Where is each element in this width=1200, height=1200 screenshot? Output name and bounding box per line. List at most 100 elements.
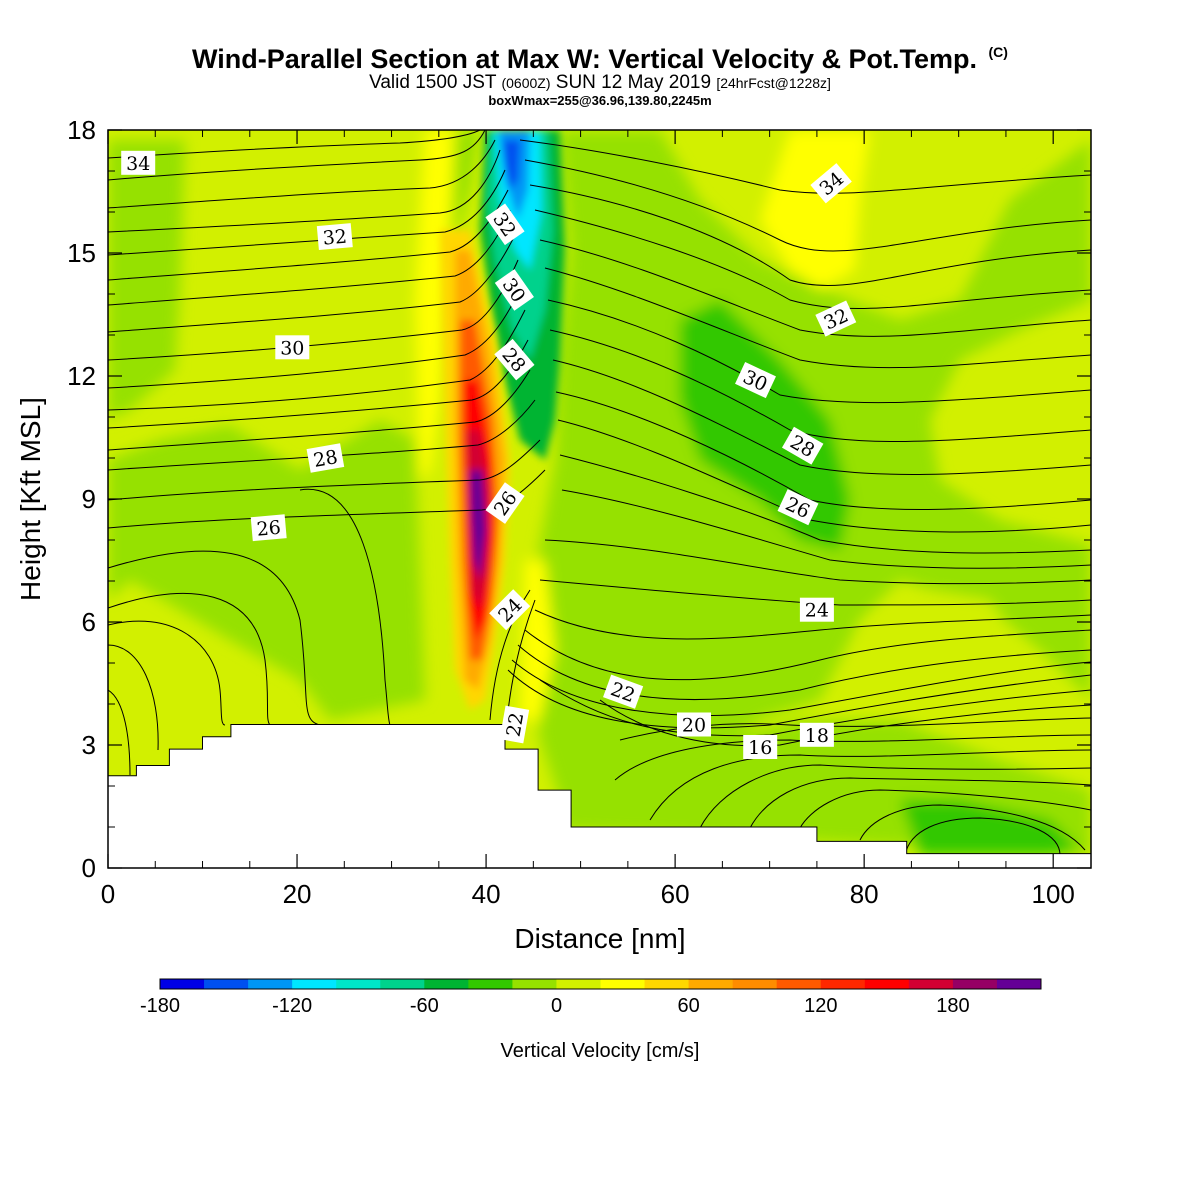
theta-line (108, 369, 531, 451)
theta-line (108, 259, 519, 361)
colorbar-swatch (204, 979, 249, 989)
theta-line (517, 644, 1091, 700)
theta-line (859, 804, 1086, 851)
theta-line (539, 679, 1091, 737)
theta-line (799, 789, 1091, 829)
theta-line (561, 489, 1091, 569)
theta-label-box (494, 338, 535, 381)
box-info: boxWmax=255@36.96,139.80,2245m (488, 93, 712, 108)
theta-label-box (603, 674, 644, 709)
colorbar-swatch (248, 979, 293, 989)
theta-line (108, 234, 516, 333)
theta-label-box (743, 735, 778, 759)
theta-line (699, 764, 1091, 829)
theta-label-box (815, 300, 857, 337)
terrain-mask (108, 724, 1091, 868)
theta-label-text: 28 (312, 446, 340, 472)
theta-line (559, 454, 1091, 554)
colorbar-swatch (644, 979, 690, 989)
colorbar-frame (159, 978, 1042, 990)
theta-label: 34 (121, 150, 156, 175)
colorbar-tick-label: 0 (551, 995, 562, 1017)
theta-line (108, 550, 321, 726)
theta-line (519, 139, 1091, 194)
theta-label: 30 (275, 335, 310, 360)
colorbar-tick-label: -60 (410, 995, 439, 1017)
theta-label-box (489, 589, 531, 631)
theta-label-box (121, 150, 156, 175)
colorbar-swatch (908, 979, 954, 989)
colorbar-swatch (292, 979, 337, 989)
theta-line (108, 399, 536, 471)
theta-line (108, 189, 509, 281)
downdraft-right (680, 300, 850, 550)
theta-label-text: 26 (256, 517, 282, 541)
theta-line (749, 777, 1091, 829)
velocity-field (108, 130, 1091, 868)
y-tick-label: 3 (82, 730, 96, 760)
theta-label-box (777, 489, 819, 526)
x-axis-label: Distance [nm] (514, 923, 685, 954)
theta-label-box (306, 443, 345, 473)
chart-subtitle: Valid 1500 JST (0600Z) SUN 12 May 2019 [… (369, 72, 831, 93)
theta-line (108, 439, 541, 501)
theta-line (299, 488, 391, 726)
theta-line (511, 659, 1091, 717)
rising-region-upper-right (760, 130, 870, 290)
theta-label-text: 22 (502, 711, 528, 739)
x-tick-label: 20 (283, 879, 312, 909)
colorbar-swatch (380, 979, 425, 989)
colorbar-swatch (424, 979, 469, 989)
theta-label-box (735, 362, 776, 399)
colorbar-tick-label: 120 (804, 995, 837, 1017)
theta-label-text: 32 (322, 226, 348, 250)
theta-label-box (799, 722, 834, 747)
theta-line (547, 299, 1091, 404)
sinking-region-upper-left (108, 140, 185, 420)
theta-line (108, 592, 271, 726)
colorbar-swatch (952, 979, 998, 989)
theta-label-text: 30 (280, 337, 304, 359)
theta-line (649, 749, 1091, 821)
theta-line (108, 339, 529, 429)
theta-line (108, 689, 131, 776)
y-tick-label: 18 (67, 115, 96, 145)
theta-line (544, 267, 1091, 369)
x-tick-label: 80 (850, 879, 879, 909)
theta-line (552, 359, 1091, 475)
colorbar-swatch (688, 979, 734, 989)
theta-line (524, 159, 1091, 252)
theta-label-box (494, 269, 534, 311)
theta-line (544, 539, 1091, 585)
colorbar-swatch (820, 979, 866, 989)
theta-label: 28 (306, 443, 345, 473)
colorbar-title: Vertical Velocity [cm/s] (501, 1040, 700, 1062)
x-tick-label: 100 (1031, 879, 1074, 909)
theta-line (108, 149, 501, 233)
y-tick-label: 0 (82, 853, 96, 883)
theta-label-box (499, 705, 530, 744)
theta-label-text: 18 (805, 725, 829, 747)
theta-line (108, 209, 511, 306)
theta-line (524, 629, 1091, 681)
theta-label-box (810, 163, 852, 204)
updraft-fringe-lower (520, 560, 555, 720)
theta-line (904, 817, 1061, 856)
theta-line (108, 620, 226, 726)
colorbar-swatch (160, 979, 205, 989)
theta-label-box (485, 482, 525, 524)
colorbar-swatch (864, 979, 910, 989)
updraft-column-core (470, 470, 486, 580)
x-tick-label: 60 (661, 879, 690, 909)
x-tick-label: 0 (101, 879, 115, 909)
theta-label-text: 20 (682, 715, 706, 737)
neutral-region-right (860, 590, 1030, 730)
axes: 0 20 40 60 80 100 0 3 6 9 12 15 18 (67, 115, 1091, 909)
theta-label: 18 (799, 722, 834, 747)
colorbar-tick-label: -120 (272, 995, 312, 1017)
colorbar-tick-label: 180 (936, 995, 969, 1017)
chart-title: Wind-Parallel Section at Max W: Vertical… (192, 44, 1008, 74)
theta-line (534, 609, 1091, 640)
y-tick-label: 6 (82, 607, 96, 637)
